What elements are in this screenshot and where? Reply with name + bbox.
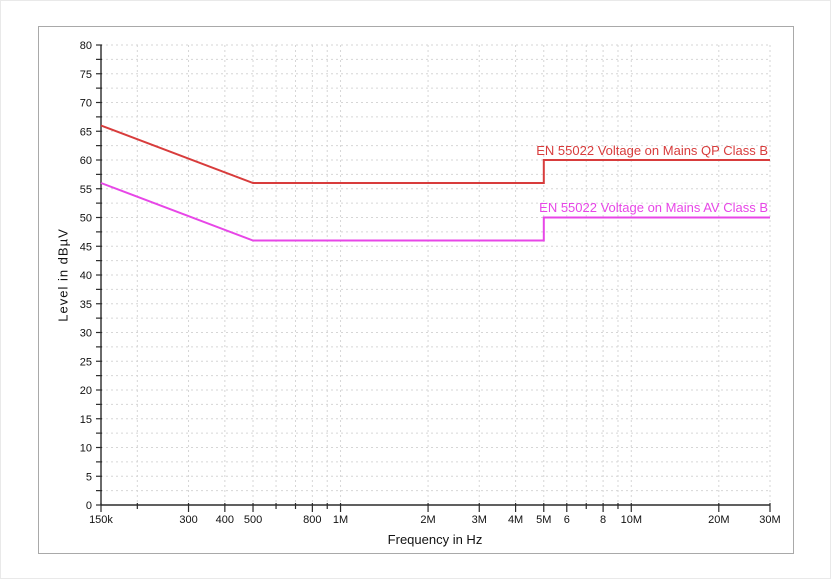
x-tick-label: 500 (244, 514, 262, 526)
x-tick-label: 800 (303, 514, 321, 526)
y-tick-label: 55 (80, 184, 92, 196)
y-tick-label: 45 (80, 241, 92, 253)
x-tick-label: 10M (621, 514, 642, 526)
y-tick-label: 15 (80, 414, 92, 426)
limit-line-qp-class-b (100, 124, 770, 184)
y-tick-label: 80 (80, 40, 92, 52)
y-tick-label: 30 (80, 328, 92, 340)
y-tick-label: 65 (80, 126, 92, 138)
series-label-av-class-b: EN 55022 Voltage on Mains AV Class B (539, 200, 768, 215)
x-tick-label: 150k (89, 514, 113, 526)
x-tick-label: 1M (333, 514, 348, 526)
y-axis-title: Level in dBµV (55, 228, 71, 322)
x-tick-label: 20M (708, 514, 729, 526)
y-tick-label: 10 (80, 443, 92, 455)
y-tick-label: 35 (80, 299, 92, 311)
x-tick-label: 400 (216, 514, 234, 526)
limit-line-av-class-b (100, 182, 770, 242)
x-tick-label: 5M (536, 514, 551, 526)
y-tick-label: 20 (80, 385, 92, 397)
y-tick-label: 0 (86, 500, 92, 512)
y-tick-label: 60 (80, 155, 92, 167)
y-tick-label: 70 (80, 98, 92, 110)
y-tick-label: 40 (80, 270, 92, 282)
x-tick-label: 8 (600, 514, 606, 526)
y-tick-label: 5 (86, 471, 92, 483)
x-tick-label: 30M (759, 514, 780, 526)
chart-frame (38, 26, 794, 554)
y-tick-label: 25 (80, 356, 92, 368)
series-label-qp-class-b: EN 55022 Voltage on Mains QP Class B (536, 143, 768, 158)
y-tick-label: 50 (80, 213, 92, 225)
x-tick-label: 2M (420, 514, 435, 526)
x-tick-label: 4M (508, 514, 523, 526)
x-tick-label: 300 (179, 514, 197, 526)
y-tick-label: 75 (80, 69, 92, 81)
x-tick-label: 3M (472, 514, 487, 526)
x-axis-title: Frequency in Hz (387, 532, 483, 547)
x-tick-label: 6 (564, 514, 570, 526)
